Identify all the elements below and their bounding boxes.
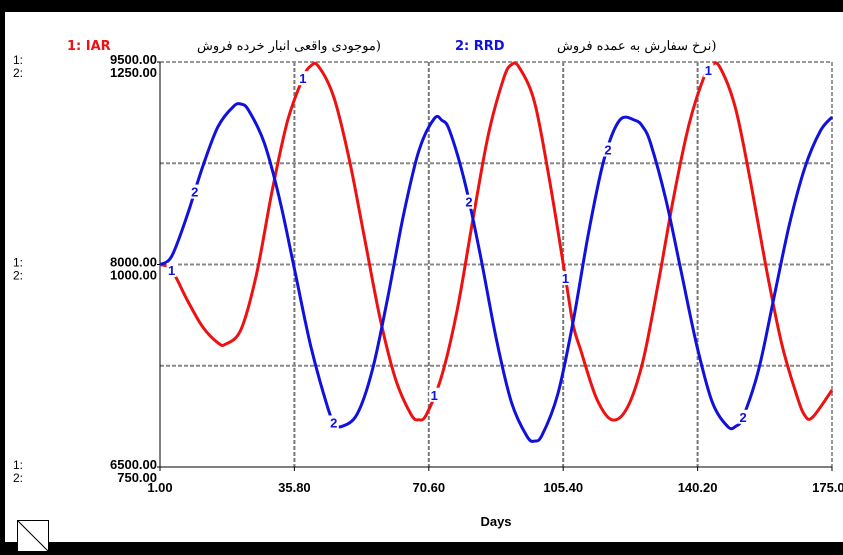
y-tick-label-series-2: 750.00: [117, 470, 157, 485]
y-tick-label-series-2: 1000.00: [110, 268, 157, 283]
series-marker-bg-1: [703, 63, 714, 78]
series-marker-2: 2: [191, 185, 198, 200]
y-tick-label-series-1: 8000.00: [110, 255, 157, 270]
series-marker-2: 2: [604, 142, 611, 157]
series-marker-1: 1: [431, 388, 438, 403]
series-marker-1: 1: [299, 71, 306, 86]
x-tick-label: 140.20: [678, 480, 718, 495]
y-tick-label-series-2: 1250.00: [110, 65, 157, 80]
series-marker-bg-2: [738, 409, 749, 424]
y-tick-label-series-1: 6500.00: [110, 457, 157, 472]
line-chart: 1:2:9500.001250.001:2:8000.001000.001:2:…: [13, 52, 843, 529]
chart-frame: زوری سیستم 1: IAR (موجودی واقعی انبار خر…: [5, 10, 843, 552]
series-marker-2: 2: [330, 415, 337, 430]
series-line-2: [159, 102, 834, 443]
series-marker-bg-2: [463, 194, 474, 209]
y-tick-prefix-series-2: 2:: [13, 269, 23, 283]
y-tick-prefix-series-2: 2:: [13, 471, 23, 485]
series-marker-bg-1: [297, 71, 308, 86]
series-marker-1: 1: [168, 263, 175, 278]
series-marker-bg-2: [603, 142, 613, 157]
series-line-1: [159, 61, 834, 422]
series-marker-1: 1: [562, 271, 569, 286]
series-marker-bg-2: [189, 184, 200, 199]
series-marker-bg-2: [328, 415, 339, 430]
series-marker-bg-1: [560, 271, 571, 285]
series-marker-bg-1: [429, 387, 440, 402]
legend-description-series-2: (نرخ سفارش به عمده فروش: [557, 39, 717, 54]
legend-label-series-1: 1: IAR: [67, 39, 111, 54]
series-marker-1: 1: [705, 63, 712, 78]
legend-description-series-1: (موجودی واقعی انبار خرده فروش: [197, 39, 381, 54]
x-tick-label: 70.60: [413, 480, 446, 495]
series-marker-2: 2: [740, 410, 747, 425]
x-tick-label: 175.00: [812, 480, 843, 495]
series-marker-bg-1: [166, 262, 177, 277]
chart-title: زوری سیستم: [351, 10, 459, 24]
legend-label-series-2: 2: RRD: [455, 39, 505, 54]
x-tick-label: 1.00: [147, 480, 172, 495]
y-tick-prefix-series-1: 1:: [13, 53, 23, 67]
y-tick-label-series-1: 9500.00: [110, 52, 157, 67]
page-corner-icon[interactable]: [17, 520, 49, 552]
y-tick-prefix-series-1: 1:: [13, 458, 23, 472]
x-axis-label: Days: [480, 514, 511, 529]
x-tick-label: 35.80: [278, 480, 311, 495]
x-tick-label: 105.40: [543, 480, 583, 495]
series-marker-2: 2: [465, 195, 472, 210]
y-tick-prefix-series-2: 2:: [13, 66, 23, 80]
y-tick-prefix-series-1: 1:: [13, 256, 23, 270]
